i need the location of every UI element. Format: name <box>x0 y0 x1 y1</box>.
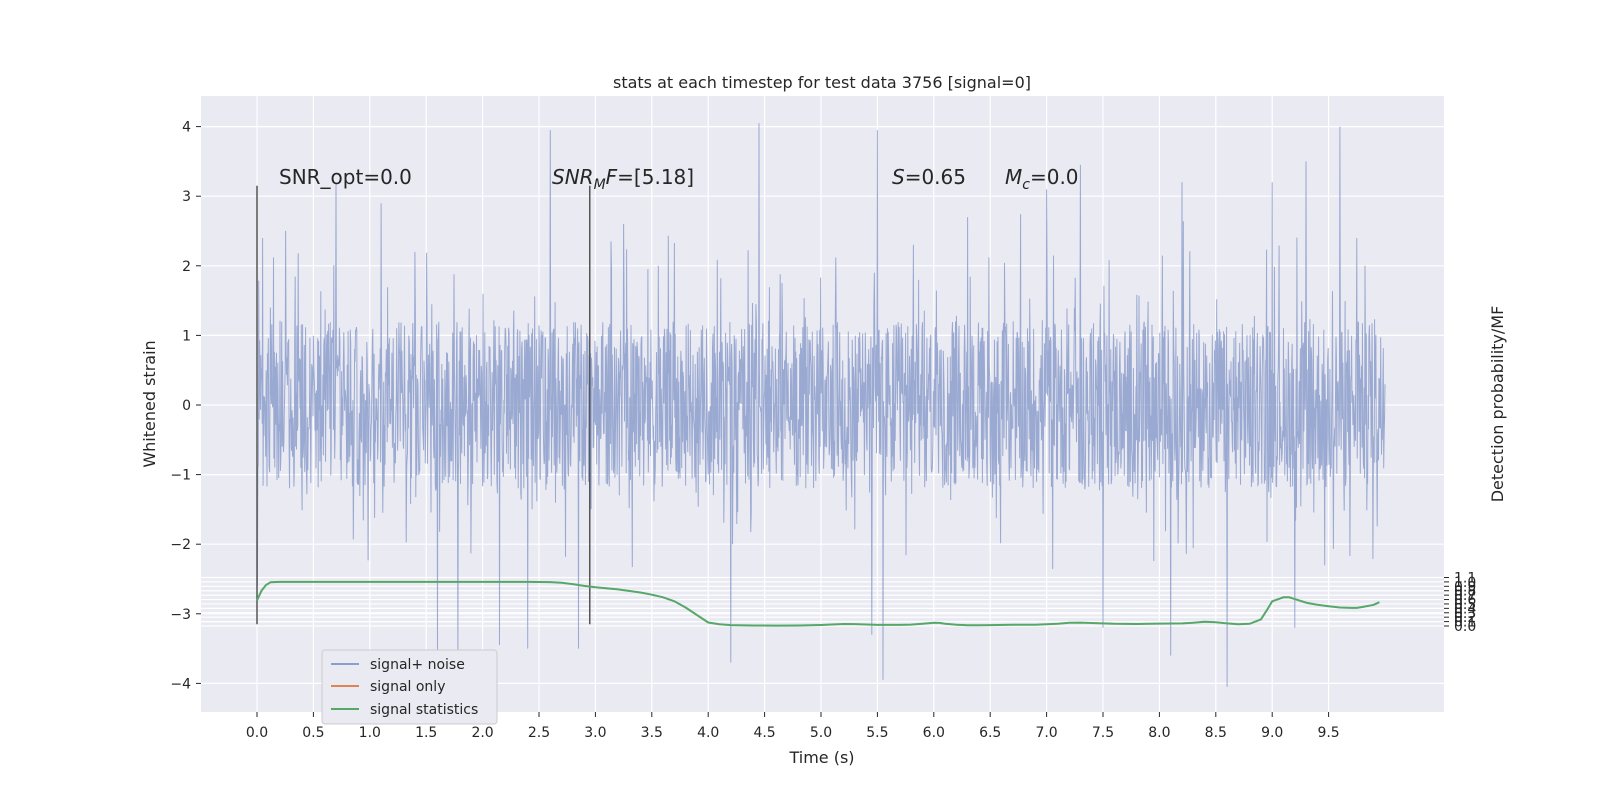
x-tick-label: 1.5 <box>415 725 437 741</box>
x-tick-label: 5.5 <box>866 725 888 741</box>
y-right-tick-label: 0.8 <box>1454 584 1476 600</box>
x-tick-label: 2.5 <box>528 725 550 741</box>
y-left-tick-label: 4 <box>182 120 191 136</box>
stats-layer <box>256 580 1380 627</box>
y-right-tick-label: 0.6 <box>1454 593 1476 609</box>
legend-label-signal-only: signal only <box>370 679 445 695</box>
annotation-mc: Mc=0.0 <box>1005 165 1079 193</box>
legend-box <box>321 649 498 725</box>
x-tick-label: 1.0 <box>359 725 381 741</box>
x-tick-label: 3.0 <box>584 725 606 741</box>
y-axis-label-right: Detection probability/MF <box>1488 306 1507 503</box>
series-signal-noise <box>256 123 1386 687</box>
x-tick-label: 8.5 <box>1205 725 1227 741</box>
y-left-tick-label: 3 <box>182 189 191 205</box>
annotation-s: S=0.65 <box>892 165 966 189</box>
annotation-snr-opt: SNR_opt=0.0 <box>279 165 412 189</box>
chart-title: stats at each timestep for test data 375… <box>613 73 1031 92</box>
y-left-tick-label: 0 <box>182 398 191 414</box>
y-right-tick-label: 1.1 <box>1454 570 1476 586</box>
x-axis-label: Time (s) <box>788 748 854 767</box>
y-left-tick-label: −4 <box>170 676 191 692</box>
x-tick-label: 9.0 <box>1261 725 1283 741</box>
x-tick-label: 6.0 <box>923 725 945 741</box>
mc-symbol: M <box>1005 165 1022 189</box>
s-symbol: S <box>892 165 905 189</box>
tick-layer: 0.0 0.5 1.0 1.5 2.0 2.5 3.0 3.5 4.0 4.5 5.0 5.5 6.0 6… <box>170 120 1476 741</box>
y-left-tick-label: −2 <box>170 537 191 553</box>
legend-label-noise: signal+ noise <box>370 657 465 673</box>
y-right-tick-label: 0.1 <box>1454 615 1476 631</box>
x-tick-label: 4.0 <box>697 725 719 741</box>
annotation-snr-mf: SNRMF=[5.18] <box>552 165 694 193</box>
series-signal-statistics <box>256 580 1380 627</box>
mc-value: =0.0 <box>1030 165 1079 189</box>
noise-layer <box>256 123 1386 687</box>
snr-mf-value: =[5.18] <box>617 165 694 189</box>
x-tick-label: 3.5 <box>641 725 663 741</box>
x-tick-label: 8.0 <box>1148 725 1170 741</box>
x-tick-label: 7.5 <box>1092 725 1114 741</box>
snr-mf-symbol: SNR <box>552 165 594 189</box>
y-right-tick-label: 0.0 <box>1454 619 1476 635</box>
x-tick-label: 5.0 <box>810 725 832 741</box>
y-right-tick-label: 0.2 <box>1454 610 1476 626</box>
y-right-tick-label: 0.7 <box>1454 588 1476 604</box>
y-right-tick-label: 0.9 <box>1454 579 1476 595</box>
x-tick-label: 0.0 <box>246 725 268 741</box>
x-tick-label: 6.5 <box>979 725 1001 741</box>
legend-label-statistics: signal statistics <box>370 702 478 718</box>
y-left-tick-label: 2 <box>182 259 191 275</box>
y-right-tick-label: 0.4 <box>1454 601 1476 617</box>
snr-mf-f: F <box>606 165 618 189</box>
x-tick-label: 9.5 <box>1317 725 1339 741</box>
y-left-tick-label: −1 <box>170 468 191 484</box>
y-left-tick-label: −3 <box>170 607 191 623</box>
y-axis-label-left: Whitened strain <box>140 340 159 467</box>
legend: signal+ noise signal only signal statist… <box>321 649 498 725</box>
y-right-tick-label: 0.3 <box>1454 606 1476 622</box>
x-tick-label: 4.5 <box>753 725 775 741</box>
x-tick-label: 0.5 <box>302 725 324 741</box>
y-right-tick-label: 1.0 <box>1454 575 1476 591</box>
s-value: =0.65 <box>905 165 966 189</box>
y-left-tick-label: 1 <box>182 328 191 344</box>
x-tick-label: 2.0 <box>471 725 493 741</box>
x-tick-label: 7.0 <box>1035 725 1057 741</box>
snr-mf-subscript: M <box>594 177 606 193</box>
y-right-tick-label: 0.5 <box>1454 597 1476 613</box>
mc-subscript: c <box>1022 177 1030 193</box>
